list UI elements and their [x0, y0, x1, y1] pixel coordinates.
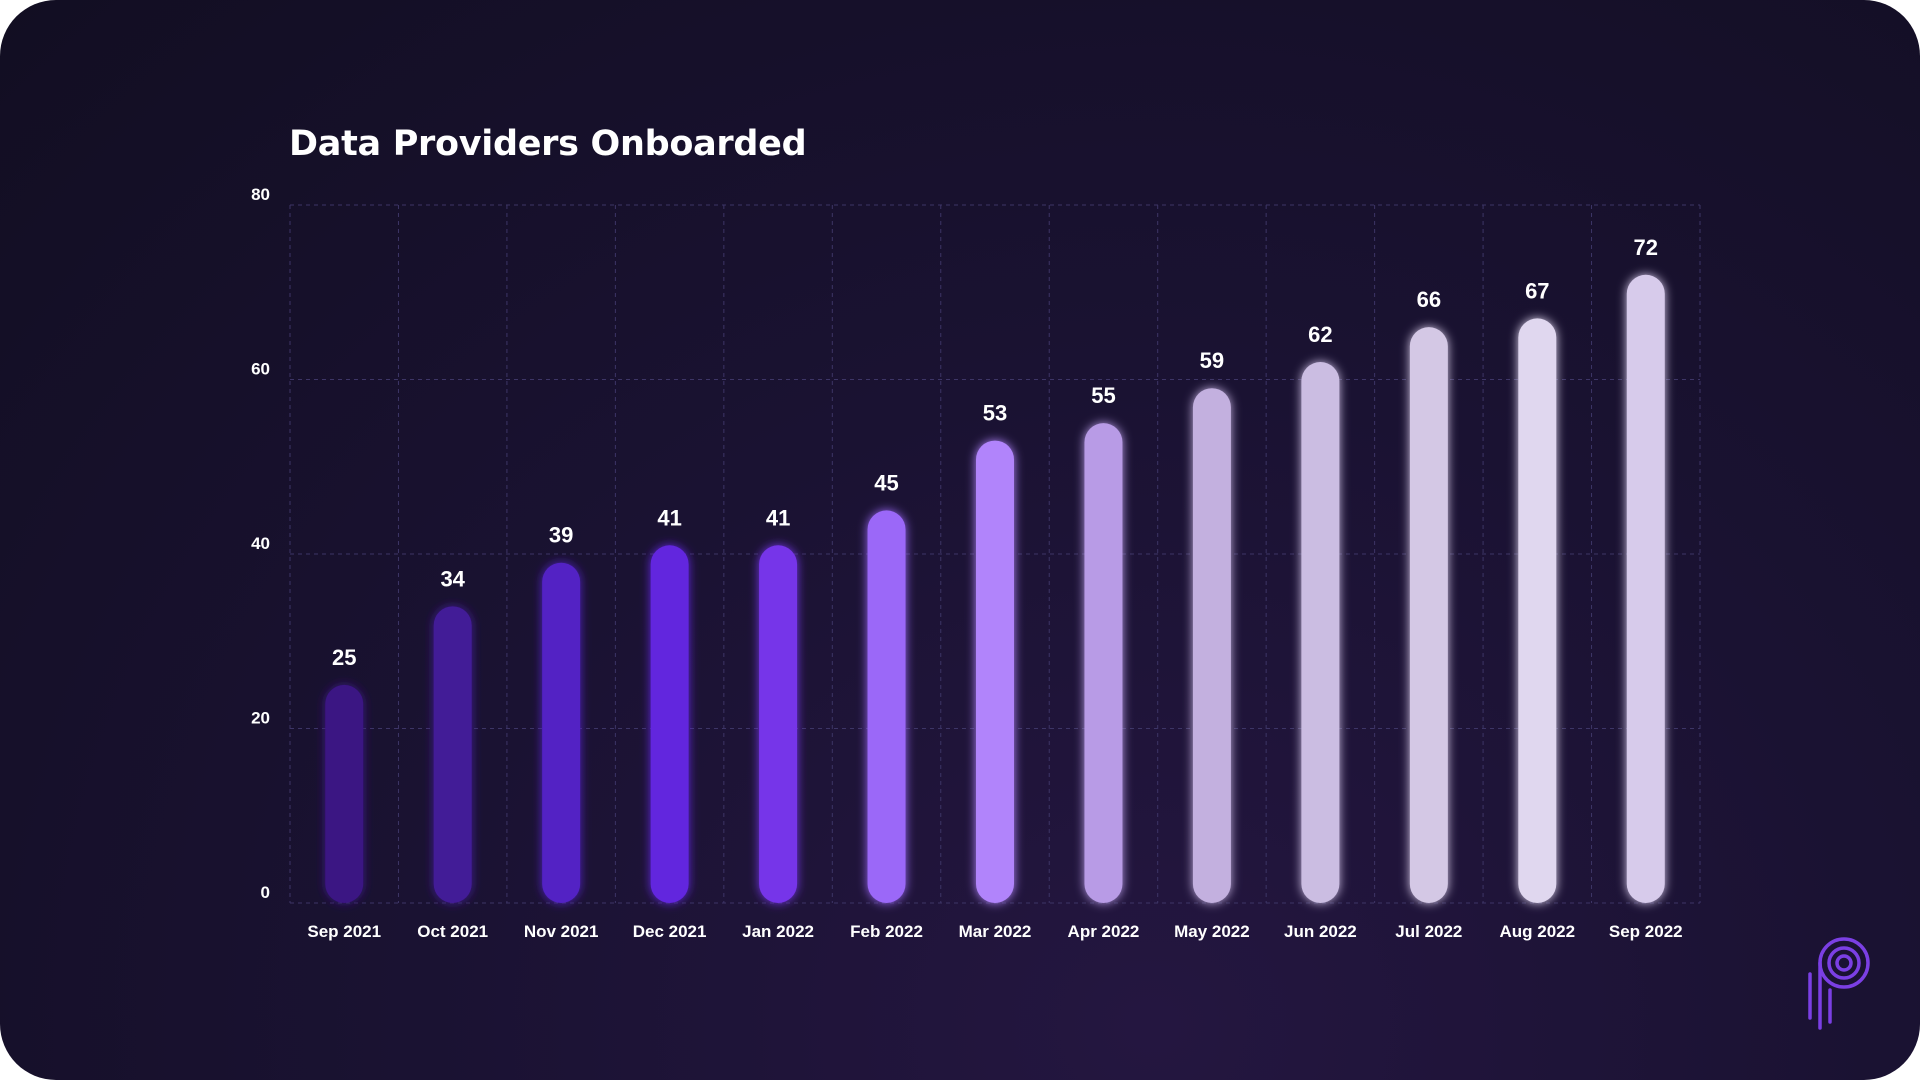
x-tick-label: Oct 2021: [417, 922, 488, 941]
bar: [1626, 274, 1665, 903]
data-label: 67: [1525, 278, 1549, 303]
chart-title: Data Providers Onboarded: [289, 124, 807, 164]
bar: [1192, 388, 1231, 904]
data-label: 34: [440, 566, 465, 591]
y-tick-label: 0: [261, 883, 270, 902]
x-axis-ticks: Sep 2021 Oct 2021 Nov 2021 Dec 2021 Jan 2022…: [307, 922, 1682, 941]
data-label: 39: [549, 523, 573, 548]
data-label: 59: [1200, 348, 1224, 373]
bar: [976, 440, 1014, 903]
bar: [1518, 318, 1557, 903]
x-tick-label: Jun 2022: [1284, 922, 1357, 941]
y-tick-label: 20: [251, 709, 270, 728]
data-label: 53: [983, 401, 1007, 426]
data-label: 66: [1417, 287, 1441, 312]
bar: [867, 510, 906, 903]
x-tick-label: Mar 2022: [959, 922, 1032, 941]
x-tick-label: Sep 2021: [307, 922, 381, 941]
bar: [1301, 362, 1340, 903]
x-tick-label: Apr 2022: [1068, 922, 1140, 941]
data-label: 25: [332, 645, 356, 670]
bar: [1084, 423, 1123, 903]
data-labels: 25 34 39 41 41 45 53 55 59 62 66 67 72: [332, 235, 1658, 670]
data-label: 41: [657, 505, 681, 530]
bars: [325, 274, 1665, 904]
bar: [1409, 327, 1448, 903]
brand-p-logo-icon: [1808, 937, 1870, 1030]
bar: [433, 606, 472, 903]
data-label: 72: [1634, 235, 1658, 260]
bar: [542, 562, 581, 903]
x-tick-label: Dec 2021: [633, 922, 707, 941]
y-tick-label: 60: [251, 360, 270, 379]
x-tick-label: Sep 2022: [1609, 922, 1683, 941]
x-tick-label: Aug 2022: [1500, 922, 1576, 941]
y-tick-label: 80: [251, 185, 270, 204]
bar: [650, 545, 689, 903]
data-label: 41: [766, 505, 790, 530]
x-tick-label: May 2022: [1174, 922, 1250, 941]
y-axis-ticks: 0 20 40 60 80: [251, 185, 270, 902]
data-label: 55: [1091, 383, 1115, 408]
x-tick-label: Nov 2021: [524, 922, 599, 941]
x-tick-label: Jul 2022: [1395, 922, 1462, 941]
y-tick-label: 40: [251, 534, 270, 553]
data-label: 45: [874, 470, 898, 495]
bar: [759, 545, 798, 903]
x-tick-label: Jan 2022: [742, 922, 814, 941]
x-tick-label: Feb 2022: [850, 922, 923, 941]
data-label: 62: [1308, 322, 1332, 347]
bar: [325, 684, 364, 903]
